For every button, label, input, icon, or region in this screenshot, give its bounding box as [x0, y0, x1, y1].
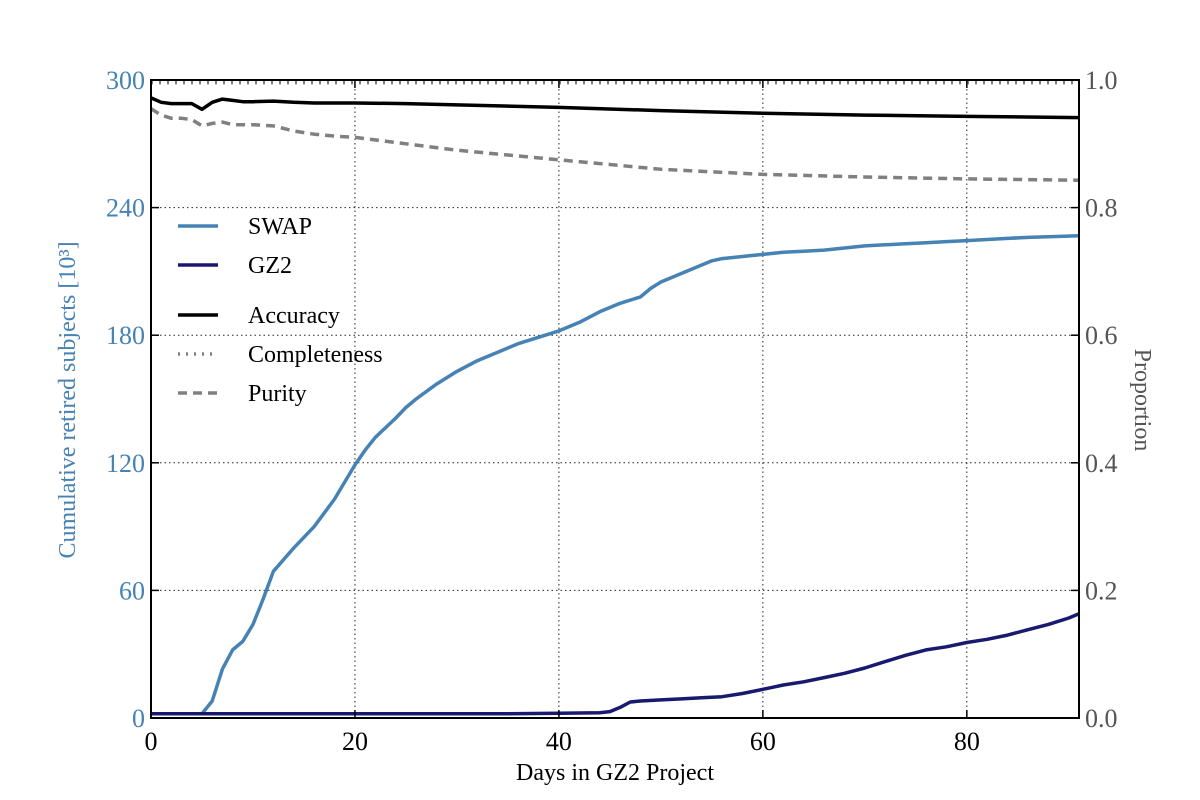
y-right-tick-label: 0.0: [1085, 704, 1118, 733]
y-right-tick-label: 0.4: [1085, 449, 1118, 478]
series-line-accuracy: [150, 96, 1080, 120]
x-tick-label: 60: [750, 727, 776, 756]
legend-gz2-label: GZ2: [248, 253, 292, 279]
grid-lines: [151, 80, 1079, 718]
x-axis-label: Days in GZ2 Project: [516, 760, 714, 786]
y-right-tick-label: 0.6: [1085, 321, 1118, 350]
axes: [150, 79, 1080, 719]
legend-purity-label: Purity: [248, 381, 307, 407]
y-right-tick-label: 0.8: [1085, 194, 1118, 223]
y-left-tick-label: 0: [132, 704, 145, 733]
y-right-tick-label: 0.2: [1085, 576, 1118, 605]
y-left-tick-label: 180: [106, 321, 145, 350]
legend-completeness-label: Completeness: [248, 342, 383, 368]
legend: SWAP GZ2 Accuracy Completeness Purity: [178, 214, 383, 407]
legend-accuracy-label: Accuracy: [248, 303, 340, 329]
series-line-swap: [151, 233, 1080, 716]
x-tick-label: 80: [954, 727, 980, 756]
y-axis-right-label: Proportion: [1129, 349, 1155, 452]
x-tick-label: 0: [145, 727, 158, 756]
y-left-tick-label: 300: [106, 66, 145, 95]
y-left-tick-label: 60: [119, 576, 145, 605]
series-line-purity: [150, 107, 1080, 182]
y-axis-left-label: Cumulative retired subjects [10³]: [55, 241, 81, 558]
plot-frame: [150, 79, 1080, 719]
x-tick-label: 20: [342, 727, 368, 756]
legend-swap-label: SWAP: [248, 214, 312, 240]
plot-lines: [150, 80, 1080, 716]
y-right-tick-label: 1.0: [1085, 66, 1118, 95]
axis-ticks: 0 20 40 60 80 0 60 120 180 240 300 0.0 0.2 0.4 0.6 0.8 1…: [106, 66, 1118, 756]
y-left-tick-label: 240: [106, 194, 145, 223]
x-tick-label: 40: [546, 727, 572, 756]
series-line-gz2: [151, 612, 1080, 716]
y-left-tick-label: 120: [106, 449, 145, 478]
